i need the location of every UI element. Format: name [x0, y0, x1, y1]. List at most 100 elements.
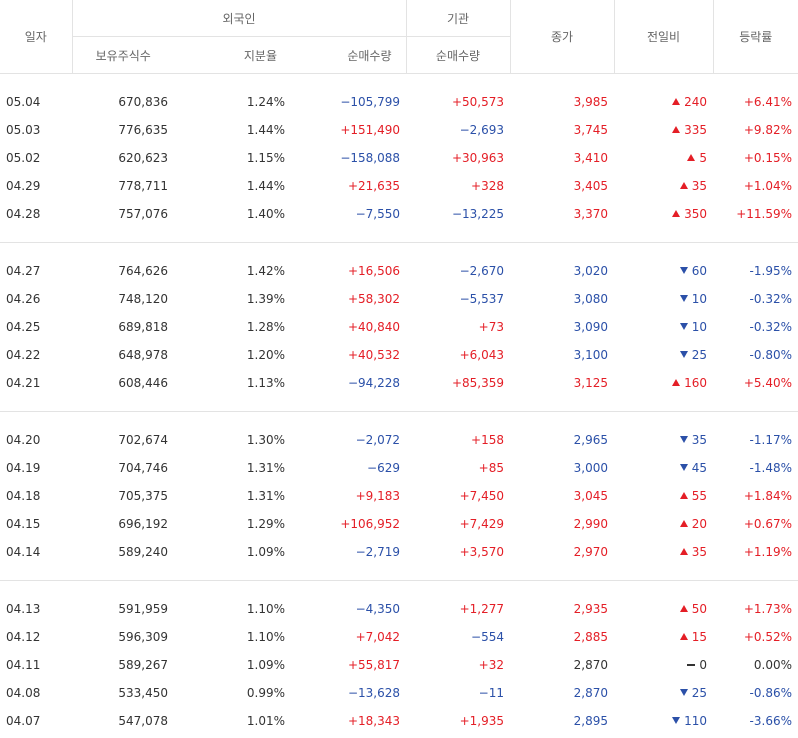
cell-change: 0 — [614, 651, 713, 679]
triangle-down-icon — [679, 689, 688, 696]
cell-foreign-net: −94,228 — [347, 376, 400, 390]
dash-icon — [687, 664, 696, 666]
header-rate: 등락률 — [712, 0, 798, 74]
cell-date: 04.27 — [6, 264, 41, 278]
triangle-up-icon — [679, 633, 688, 640]
cell-share-ratio: 1.42% — [246, 264, 285, 278]
cell-holdings: 705,375 — [118, 489, 168, 503]
header-foreign: 외국인 — [71, 0, 406, 37]
cell-holdings: 547,078 — [118, 714, 168, 728]
cell-inst-net: −5,537 — [459, 292, 504, 306]
cell-foreign-net: +40,840 — [347, 320, 400, 334]
cell-rate: -1.48% — [749, 461, 792, 475]
cell-change: 15 — [614, 623, 713, 651]
cell-foreign-net: −158,088 — [340, 151, 400, 165]
cell-change: 160 — [614, 369, 713, 397]
cell-rate: +5.40% — [743, 376, 792, 390]
cell-change: 50 — [614, 595, 713, 623]
cell-holdings: 589,240 — [118, 545, 168, 559]
change-value: 5 — [699, 151, 707, 165]
cell-close: 3,080 — [573, 292, 608, 306]
cell-holdings: 589,267 — [118, 658, 168, 672]
table-row: 04.18 705,375 1.31% +9,183 +7,450 3,045 55 +1.8… — [0, 482, 798, 510]
table-row: 04.19 704,746 1.31% −629 +85 3,000 45 -1.48% — [0, 454, 798, 482]
triangle-down-icon — [679, 351, 688, 358]
cell-foreign-net: +9,183 — [355, 489, 400, 503]
cell-rate: -0.32% — [749, 320, 792, 334]
cell-change: 25 — [614, 341, 713, 369]
table-row: 05.02 620,623 1.15% −158,088 +30,963 3,410 5 +0… — [0, 144, 798, 172]
header-share-ratio: 지분율 — [174, 36, 291, 74]
cell-date: 04.13 — [6, 602, 41, 616]
cell-share-ratio: 1.24% — [246, 95, 285, 109]
cell-rate: +11.59% — [736, 207, 792, 221]
cell-inst-net: +30,963 — [451, 151, 504, 165]
change-value: 110 — [684, 714, 707, 728]
triangle-up-icon — [672, 210, 681, 217]
table-row: 04.11 589,267 1.09% +55,817 +32 2,870 0 0.00% — [0, 651, 798, 679]
header-institution: 기관 — [405, 0, 510, 37]
cell-date: 05.02 — [6, 151, 41, 165]
cell-share-ratio: 0.99% — [246, 686, 285, 700]
cell-date: 04.15 — [6, 517, 41, 531]
cell-share-ratio: 1.29% — [246, 517, 285, 531]
cell-date: 04.25 — [6, 320, 41, 334]
cell-date: 04.18 — [6, 489, 41, 503]
cell-date: 04.07 — [6, 714, 41, 728]
cell-inst-net: +73 — [478, 320, 504, 334]
cell-share-ratio: 1.30% — [246, 433, 285, 447]
triangle-down-icon — [679, 436, 688, 443]
triangle-up-icon — [679, 182, 688, 189]
change-value: 240 — [684, 95, 707, 109]
cell-change: 335 — [614, 116, 713, 144]
cell-rate: +6.41% — [743, 95, 792, 109]
cell-inst-net: +158 — [471, 433, 504, 447]
cell-rate: 0.00% — [753, 658, 792, 672]
table-row: 04.15 696,192 1.29% +106,952 +7,429 2,990 20 +0… — [0, 510, 798, 538]
cell-holdings: 608,446 — [118, 376, 168, 390]
cell-share-ratio: 1.31% — [246, 461, 285, 475]
cell-rate: +0.52% — [743, 630, 792, 644]
change-value: 35 — [691, 545, 707, 559]
cell-foreign-net: +21,635 — [347, 179, 400, 193]
triangle-up-icon — [679, 520, 688, 527]
cell-close: 3,410 — [573, 151, 608, 165]
cell-date: 04.28 — [6, 207, 41, 221]
cell-change: 110 — [614, 707, 713, 735]
cell-holdings: 689,818 — [118, 320, 168, 334]
cell-share-ratio: 1.39% — [246, 292, 285, 306]
cell-share-ratio: 1.10% — [246, 602, 285, 616]
change-value: 25 — [691, 348, 707, 362]
header-date: 일자 — [0, 0, 72, 74]
cell-close: 3,370 — [573, 207, 608, 221]
cell-change: 35 — [614, 172, 713, 200]
cell-rate: +1.84% — [743, 489, 792, 503]
cell-rate: -1.95% — [749, 264, 792, 278]
cell-change: 5 — [614, 144, 713, 172]
table-row: 04.27 764,626 1.42% +16,506 −2,670 3,020 60 -1.… — [0, 257, 798, 285]
change-value: 10 — [691, 320, 707, 334]
table-row: 05.04 670,836 1.24% −105,799 +50,573 3,985 240… — [0, 88, 798, 116]
cell-holdings: 620,623 — [118, 151, 168, 165]
table-row: 04.13 591,959 1.10% −4,350 +1,277 2,935 50 +1.7… — [0, 595, 798, 623]
cell-share-ratio: 1.09% — [246, 545, 285, 559]
cell-change: 240 — [614, 88, 713, 116]
cell-foreign-net: +55,817 — [347, 658, 400, 672]
cell-foreign-net: +18,343 — [347, 714, 400, 728]
triangle-up-icon — [687, 154, 696, 161]
cell-close: 3,000 — [573, 461, 608, 475]
cell-change: 350 — [614, 200, 713, 228]
cell-foreign-net: −13,628 — [347, 686, 400, 700]
table-row: 04.22 648,978 1.20% +40,532 +6,043 3,100 25 -0.… — [0, 341, 798, 369]
cell-inst-net: +32 — [478, 658, 504, 672]
table-header: 일자 외국인 기관 종가 전일비 등락률 보유주식수 지분율 순매수량 순매수량 — [0, 0, 798, 74]
header-change: 전일비 — [613, 0, 713, 74]
cell-holdings: 696,192 — [118, 517, 168, 531]
cell-close: 2,970 — [573, 545, 608, 559]
cell-rate: -0.80% — [749, 348, 792, 362]
cell-rate: +9.82% — [743, 123, 792, 137]
table-row: 04.28 757,076 1.40% −7,550 −13,225 3,370 350 +1… — [0, 200, 798, 228]
change-value: 160 — [684, 376, 707, 390]
table-row: 04.29 778,711 1.44% +21,635 +328 3,405 35 +1.04… — [0, 172, 798, 200]
